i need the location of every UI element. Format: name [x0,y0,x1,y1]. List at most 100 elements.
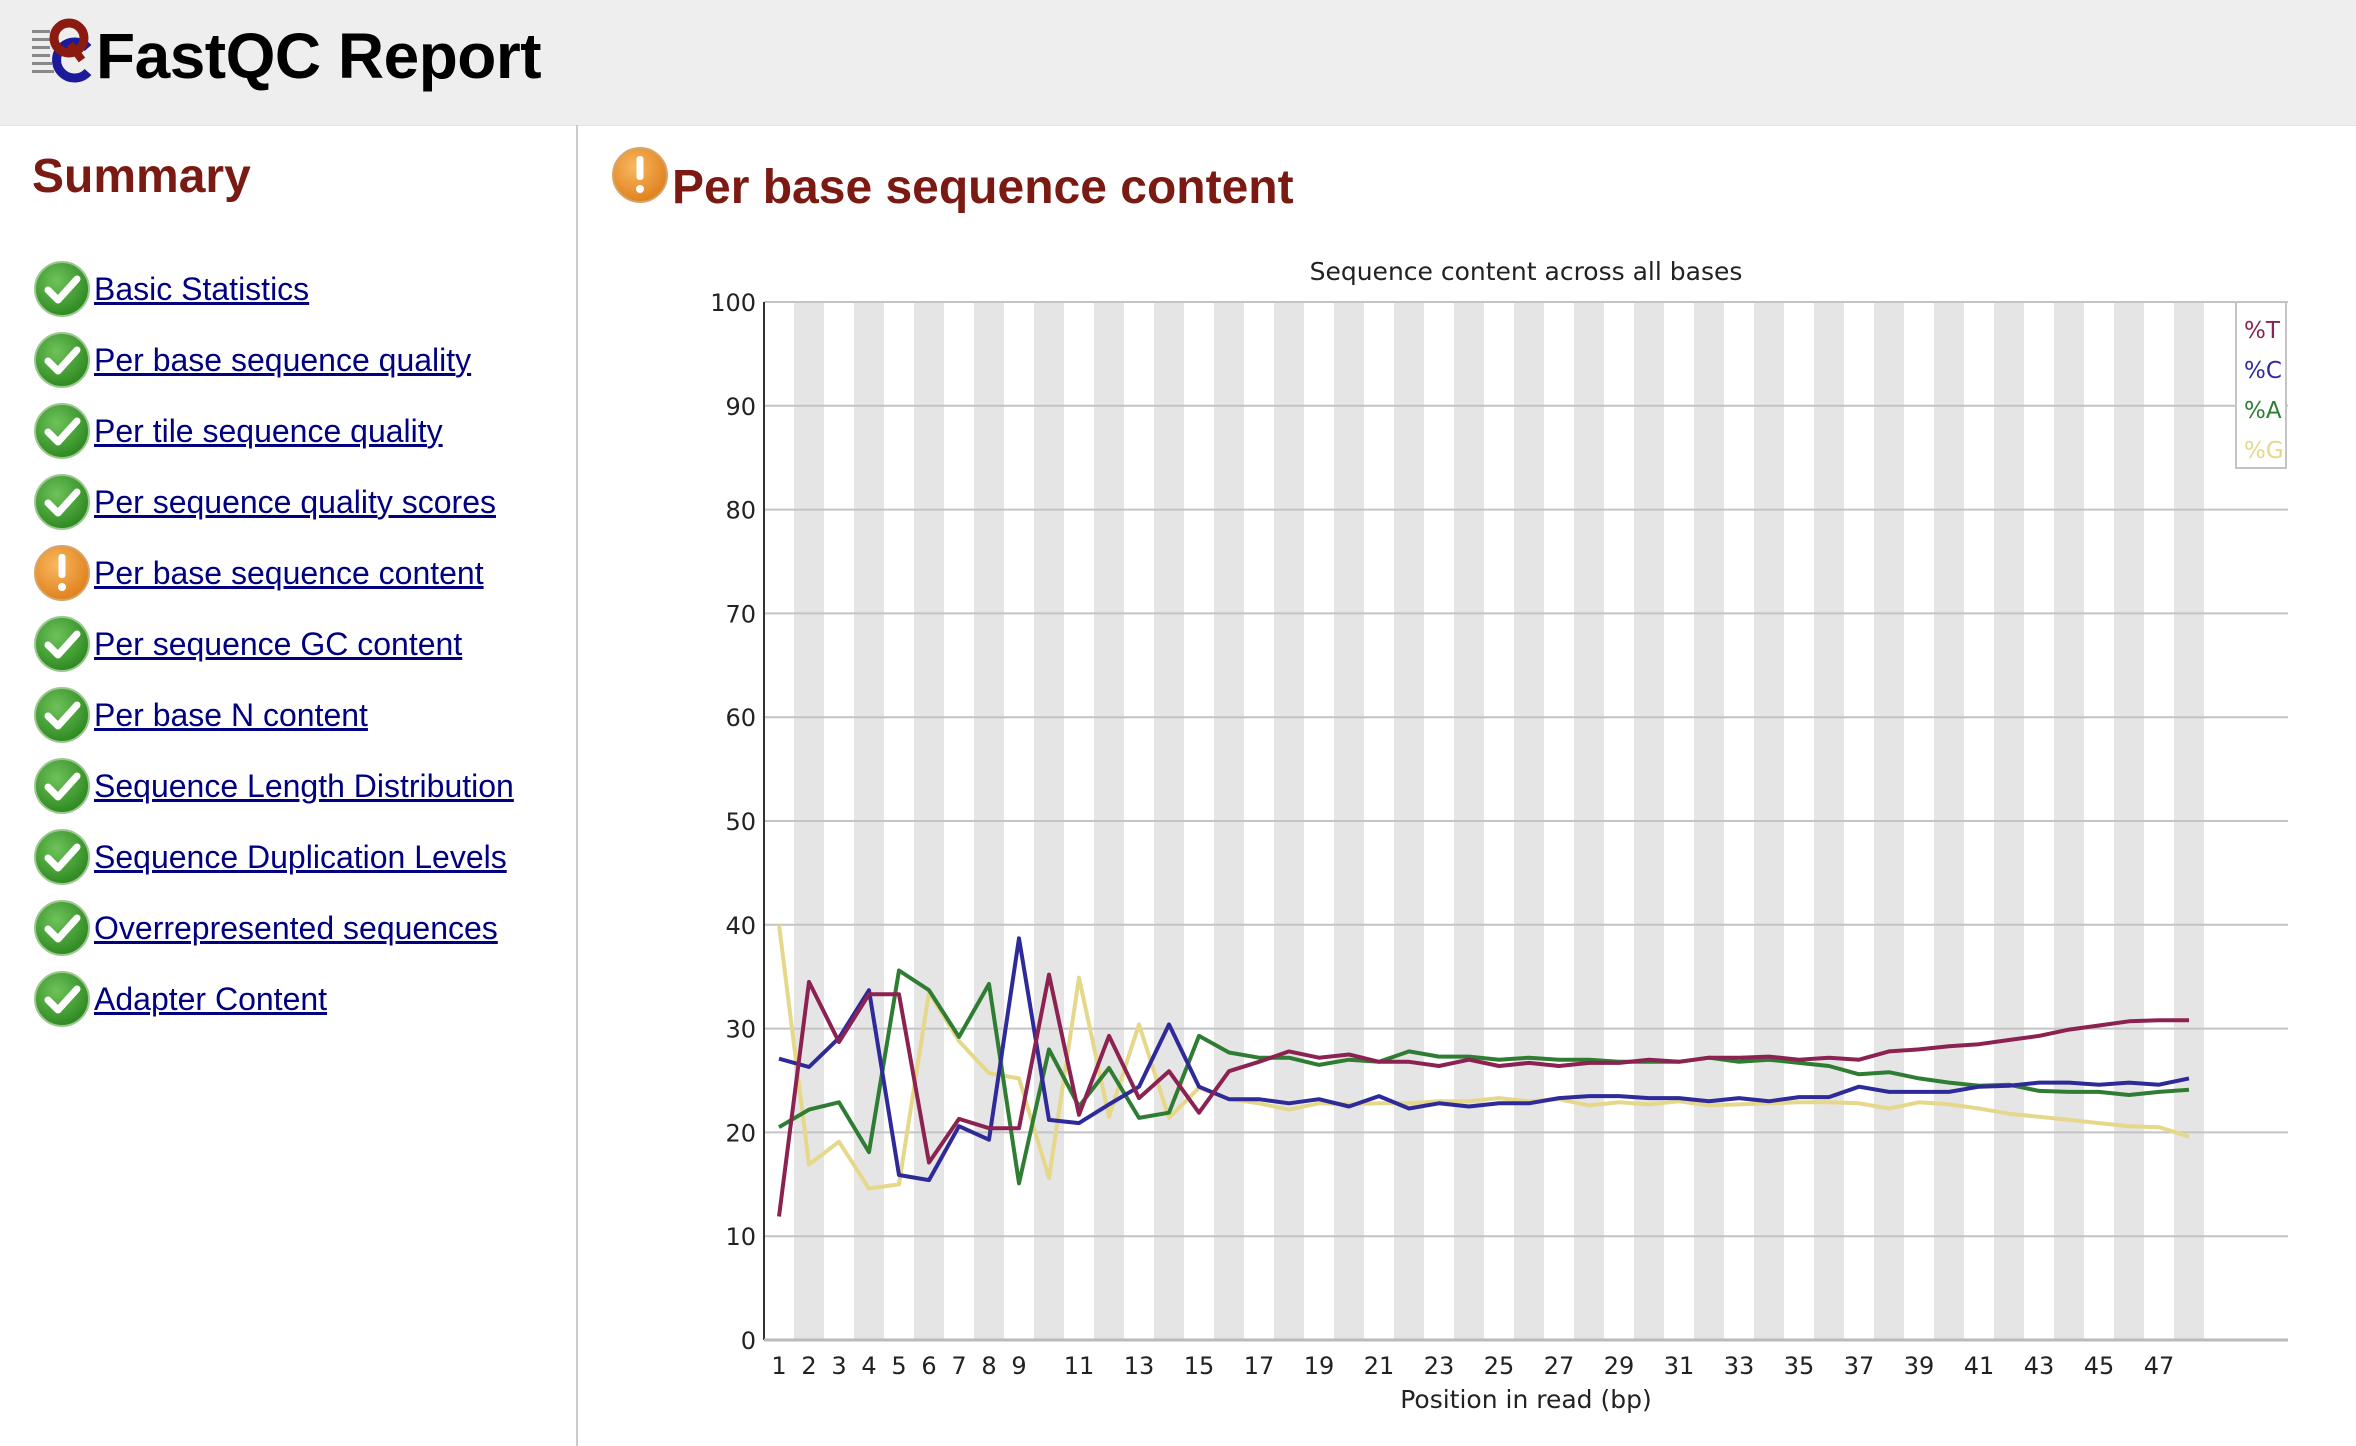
x-tick-label: 13 [1124,1352,1155,1380]
summary-link-overrepresented-sequences[interactable]: Overrepresented sequences [94,909,498,946]
summary-link-adapter-content[interactable]: Adapter Content [94,980,328,1017]
x-tick-label: 11 [1064,1352,1095,1380]
x-tick-label: 23 [1424,1352,1455,1380]
legend-entry: %A [2244,398,2282,424]
y-tick-label: 90 [725,393,756,421]
grid-band [1514,302,1544,1340]
summary-link-basic-statistics[interactable]: Basic Statistics [94,270,310,307]
summary-item: Per tile sequence quality [32,395,514,466]
check-icon [34,828,90,885]
grid-band [2054,302,2084,1340]
x-tick-label: 6 [921,1352,936,1380]
summary-item: Per sequence quality scores [32,466,514,537]
summary-link-per-base-sequence-quality[interactable]: Per base sequence quality [94,341,472,378]
grid-band [1394,302,1424,1340]
grid-band [2114,302,2144,1340]
x-tick-label: 15 [1184,1352,1215,1380]
summary-link-per-base-sequence-content[interactable]: Per base sequence content [94,554,484,591]
x-tick-label: 43 [2024,1352,2055,1380]
x-tick-label: 29 [1604,1352,1635,1380]
grid-band [914,302,944,1340]
legend-entry: %C [2244,358,2282,384]
x-tick-label: 45 [2084,1352,2115,1380]
y-tick-label: 10 [725,1223,756,1251]
check-icon [34,757,90,814]
grid-band [974,302,1004,1340]
summary-link-per-base-n-content[interactable]: Per base N content [94,696,368,733]
summary-link-per-tile-sequence-quality[interactable]: Per tile sequence quality [94,412,443,449]
summary-title: Summary [32,150,251,203]
grid-band [1934,302,1964,1340]
grid-band [1034,302,1064,1340]
legend-entry: %G [2244,438,2284,464]
grid-band [1634,302,1664,1340]
report-title: FastQC Report [96,20,542,92]
grid-band [1694,302,1724,1340]
grid-band [1754,302,1784,1340]
warning-icon [34,544,90,601]
x-tick-label: 37 [1844,1352,1875,1380]
summary-link-sequence-length-distribution[interactable]: Sequence Length Distribution [94,767,514,804]
grid-band [1874,302,1904,1340]
module-heading: Per base sequence content [610,145,1294,213]
x-tick-label: 5 [891,1352,906,1380]
series-line-c [778,936,2190,1183]
grid-band [794,302,824,1340]
grid-band [1274,302,1304,1340]
series-line-a [777,968,2190,1186]
x-tick-label: 35 [1784,1352,1815,1380]
legend-box [2235,301,2287,469]
check-icon [34,402,90,459]
check-icon [34,331,90,388]
fastqc-logo-icon [32,18,92,83]
x-tick-label: 3 [831,1352,846,1380]
x-tick-label: 1 [771,1352,786,1380]
x-tick-label: 4 [861,1352,876,1380]
x-tick-label: 8 [981,1352,996,1380]
module-title: Per base sequence content [672,161,1294,214]
legend-entry: %T [2244,318,2281,344]
y-tick-label: 50 [725,808,756,836]
x-tick-label: 25 [1484,1352,1515,1380]
check-icon [34,473,90,530]
summary-item: Overrepresented sequences [32,892,514,963]
y-tick-label: 70 [725,600,756,628]
summary-link-per-sequence-gc-content[interactable]: Per sequence GC content [94,625,463,662]
grid-band [854,302,884,1340]
check-icon [34,970,90,1027]
y-tick-label: 0 [741,1327,756,1355]
y-tick-label: 60 [725,704,756,732]
grid-band [1814,302,1844,1340]
grid-band [1454,302,1484,1340]
series-line-t [777,972,2189,1217]
y-tick-label: 80 [725,497,756,525]
summary-item: Per base N content [32,679,514,750]
check-icon [34,615,90,672]
grid-band [1154,302,1184,1340]
summary-sidebar: Summary Basic Statistics Per base sequenc… [0,125,578,1446]
y-tick-label: 20 [725,1119,756,1147]
x-tick-label: 33 [1724,1352,1755,1380]
summary-item: Adapter Content [32,963,514,1034]
grid-band [1334,302,1364,1340]
grid-band [1094,302,1124,1340]
check-icon [34,899,90,956]
x-tick-label: 7 [951,1352,966,1380]
summary-item: Per base sequence quality [32,324,514,395]
summary-link-per-sequence-quality-scores[interactable]: Per sequence quality scores [94,483,496,520]
summary-item: Sequence Duplication Levels [32,821,514,892]
x-tick-label: 27 [1544,1352,1575,1380]
x-tick-label: 47 [2144,1352,2175,1380]
summary-nav: Basic Statistics Per base sequence qualit… [32,253,514,1034]
chart-title: Sequence content across all bases [1310,257,1743,286]
y-tick-label: 30 [725,1016,756,1044]
warning-icon [612,147,668,203]
x-tick-label: 21 [1364,1352,1395,1380]
summary-item: Per sequence GC content [32,608,514,679]
summary-item: Basic Statistics [32,253,514,324]
x-axis-label: Position in read (bp) [1400,1385,1652,1414]
x-tick-label: 19 [1304,1352,1335,1380]
summary-item: Per base sequence content [32,537,514,608]
x-tick-label: 9 [1011,1352,1026,1380]
summary-link-sequence-duplication-levels[interactable]: Sequence Duplication Levels [94,838,507,875]
